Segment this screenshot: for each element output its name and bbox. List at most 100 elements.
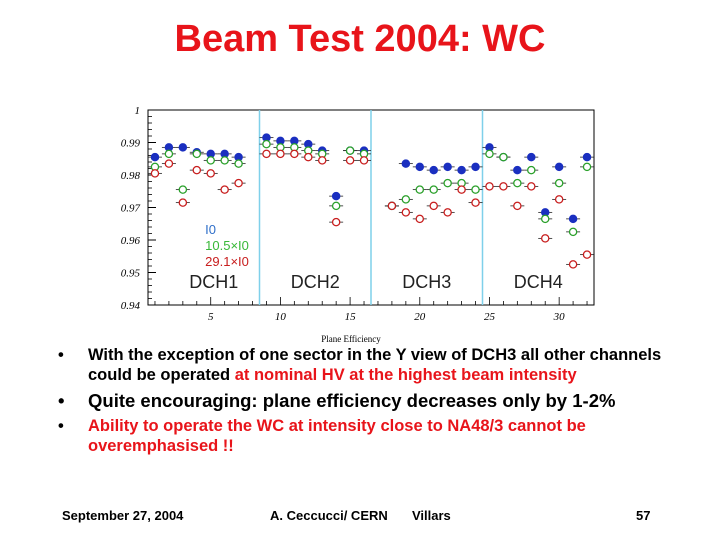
data-point — [262, 139, 271, 149]
legend-entry: 10.5×I0 — [205, 238, 249, 253]
y-tick-label: 0.99 — [121, 138, 141, 150]
x-axis-title: Plane Efficiency — [321, 334, 381, 344]
data-point — [457, 185, 466, 194]
data-point — [429, 201, 438, 211]
bullet-2: • Quite encouraging: plane efficiency de… — [58, 389, 708, 413]
data-point — [513, 201, 522, 211]
data-point — [401, 195, 411, 204]
footer-date: September 27, 2004 — [62, 508, 184, 523]
footer-page-number: 57 — [636, 508, 651, 523]
data-point — [345, 146, 355, 155]
data-point — [513, 178, 522, 188]
data-point — [304, 152, 313, 162]
data-point — [415, 214, 425, 224]
data-point — [540, 214, 550, 224]
data-point — [262, 149, 271, 159]
chamber-label: DCH1 — [189, 272, 238, 292]
data-point — [582, 162, 592, 172]
data-point — [317, 156, 327, 165]
x-tick-label: 30 — [553, 311, 566, 323]
bullet-2-prefix: Quite encouraging: — [88, 390, 263, 411]
data-point — [527, 165, 536, 175]
data-point — [554, 178, 564, 188]
bullet-2-text: plane efficiency decreases only by 1-2% — [262, 390, 616, 411]
x-tick-label: 15 — [345, 311, 357, 323]
data-point — [527, 152, 536, 162]
y-tick-label: 0.94 — [121, 300, 141, 312]
chamber-label: DCH2 — [291, 272, 340, 292]
data-point — [471, 162, 480, 172]
x-tick-label: 10 — [275, 311, 287, 323]
x-tick-label: 25 — [484, 311, 496, 323]
data-point — [290, 149, 299, 159]
chamber-label: DCH3 — [402, 272, 451, 292]
data-point — [206, 156, 215, 165]
data-point — [164, 149, 174, 159]
bullet-dot: • — [58, 390, 65, 411]
data-point — [220, 156, 229, 165]
y-tick-label: 0.98 — [121, 170, 141, 182]
data-point — [485, 182, 494, 191]
data-point — [527, 182, 536, 191]
data-point — [471, 185, 480, 194]
data-point — [401, 208, 411, 217]
chamber-label: DCH4 — [514, 272, 563, 292]
data-point — [513, 165, 522, 175]
y-tick-label: 1 — [135, 105, 141, 117]
data-point — [568, 227, 578, 237]
data-point — [401, 159, 411, 168]
data-point — [359, 156, 369, 165]
data-point — [554, 195, 564, 204]
data-point — [234, 159, 243, 168]
data-point — [415, 185, 425, 194]
data-point — [499, 152, 508, 162]
data-point — [345, 156, 355, 165]
data-point — [276, 149, 285, 159]
bullet-3: • Ability to operate the WC at intensity… — [58, 417, 708, 456]
data-point — [568, 214, 578, 224]
data-point — [443, 208, 452, 217]
data-point — [443, 178, 452, 188]
y-tick-label: 0.96 — [121, 235, 141, 247]
data-point — [192, 149, 202, 159]
data-point — [443, 162, 452, 172]
data-point — [206, 169, 215, 178]
bullet-dot: • — [58, 346, 64, 364]
x-tick-label: 20 — [414, 311, 426, 323]
data-point — [568, 260, 578, 269]
data-point — [457, 165, 466, 175]
slide-title: Beam Test 2004: WC — [174, 18, 546, 60]
data-point — [150, 152, 160, 162]
data-point — [387, 201, 397, 211]
data-point — [415, 162, 425, 172]
data-point — [540, 234, 550, 243]
bullet-dot: • — [58, 417, 64, 435]
legend-entry: 29.1×I0 — [205, 254, 249, 269]
footer-venue: Villars — [412, 508, 451, 523]
data-point — [499, 182, 508, 191]
data-point — [331, 201, 341, 211]
data-point — [164, 159, 174, 168]
bullet-list: • With the exception of one sector in th… — [58, 346, 708, 460]
y-tick-label: 0.95 — [121, 268, 141, 280]
bullet-1-text: With the exception of one sector in the … — [88, 346, 662, 384]
data-point — [331, 217, 341, 227]
footer-author: A. Ceccucci/ CERN — [270, 508, 388, 523]
bullet-3-text: Ability to operate the WC at intensity c… — [88, 417, 586, 455]
bullet-1: • With the exception of one sector in th… — [58, 346, 708, 385]
legend-entry: I0 — [205, 222, 216, 237]
data-point — [582, 250, 592, 259]
data-point — [485, 149, 494, 159]
data-point — [234, 178, 243, 188]
data-point — [554, 162, 564, 172]
data-point — [429, 185, 438, 194]
data-point — [178, 143, 188, 152]
data-point — [429, 165, 438, 175]
data-point — [220, 185, 229, 194]
data-point — [150, 169, 160, 178]
data-point — [582, 152, 592, 162]
x-tick-label: 5 — [208, 311, 214, 323]
data-point — [471, 198, 480, 207]
bullet-1-highlight: at nominal HV at the highest beam intens… — [234, 365, 577, 384]
